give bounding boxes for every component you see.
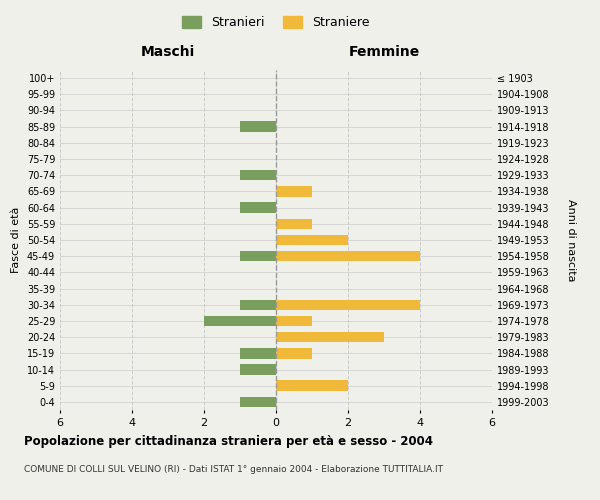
Bar [240, 300, 276, 310]
Bar [276, 380, 348, 391]
Bar [276, 300, 420, 310]
Bar [276, 234, 348, 246]
Y-axis label: Fasce di età: Fasce di età [11, 207, 21, 273]
Bar [276, 186, 312, 196]
Y-axis label: Anni di nascita: Anni di nascita [566, 198, 576, 281]
Bar [240, 122, 276, 132]
Bar [240, 251, 276, 262]
Bar [276, 348, 312, 358]
Bar [240, 348, 276, 358]
Bar [276, 332, 384, 342]
Bar [240, 202, 276, 213]
Bar [240, 396, 276, 407]
Text: Maschi: Maschi [141, 44, 195, 59]
Bar [240, 170, 276, 180]
Bar [204, 316, 276, 326]
Bar [276, 218, 312, 229]
Text: Femmine: Femmine [349, 44, 419, 59]
Bar [276, 251, 420, 262]
Text: Popolazione per cittadinanza straniera per età e sesso - 2004: Popolazione per cittadinanza straniera p… [24, 435, 433, 448]
Bar [276, 316, 312, 326]
Legend: Stranieri, Straniere: Stranieri, Straniere [178, 11, 374, 34]
Text: COMUNE DI COLLI SUL VELINO (RI) - Dati ISTAT 1° gennaio 2004 - Elaborazione TUTT: COMUNE DI COLLI SUL VELINO (RI) - Dati I… [24, 465, 443, 474]
Bar [240, 364, 276, 375]
